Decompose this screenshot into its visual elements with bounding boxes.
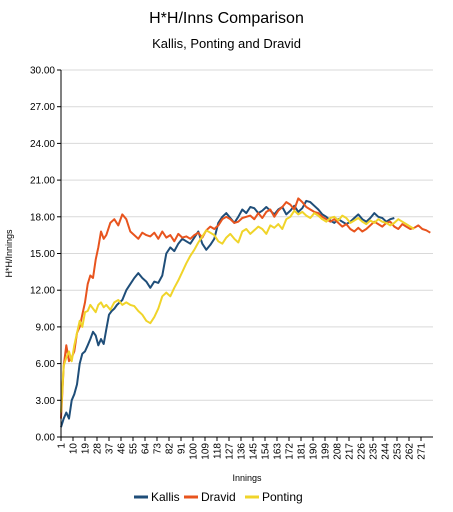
y-axis-ticks: 0.00 3.00 6.00 9.00 12.00 15.00 18.00 21.00 24.0… <box>30 66 61 444</box>
legend-label-dravid: Dravid <box>201 490 236 504</box>
x-tick-label: 55 <box>129 443 140 455</box>
y-tick-label: 9.00 <box>36 322 56 333</box>
x-tick-label: 235 <box>369 443 380 460</box>
x-tick-label: 1 <box>57 443 68 449</box>
legend: Kallis Dravid Ponting <box>134 490 303 504</box>
x-tick-label: 253 <box>393 443 404 460</box>
x-tick-label: 199 <box>321 443 332 460</box>
x-tick-label: 64 <box>141 443 152 455</box>
y-tick-label: 30.00 <box>30 66 55 77</box>
legend-label-ponting: Ponting <box>262 490 303 504</box>
x-axis-ticks: 1 10 19 28 37 46 55 64 73 82 91 100 109 118 127 136 145 1… <box>57 437 428 460</box>
y-tick-label: 24.00 <box>30 139 55 150</box>
chart-title: H*H/Inns Comparison <box>149 10 304 27</box>
x-tick-label: 190 <box>309 443 320 460</box>
x-tick-label: 244 <box>381 443 392 460</box>
x-tick-label: 28 <box>93 443 104 455</box>
chart-subtitle: Kallis, Ponting and Dravid <box>152 36 301 51</box>
x-tick-label: 208 <box>333 443 344 460</box>
series-line-dravid <box>60 197 431 419</box>
y-tick-label: 21.00 <box>30 176 55 187</box>
x-tick-label: 136 <box>237 443 248 460</box>
x-tick-label: 91 <box>177 443 188 455</box>
legend-label-kallis: Kallis <box>151 490 180 504</box>
x-axis-title: Innings <box>232 473 262 483</box>
x-tick-label: 10 <box>69 443 80 455</box>
y-tick-label: 27.00 <box>30 102 55 113</box>
x-tick-label: 172 <box>285 443 296 460</box>
series-lines <box>60 197 431 428</box>
gridlines <box>61 69 433 438</box>
x-tick-label: 154 <box>261 443 272 460</box>
y-tick-label: 3.00 <box>36 396 56 407</box>
x-tick-label: 109 <box>201 443 212 460</box>
y-tick-label: 15.00 <box>30 249 55 260</box>
y-tick-label: 0.00 <box>36 433 56 444</box>
x-tick-label: 37 <box>105 443 116 455</box>
x-tick-label: 163 <box>273 443 284 460</box>
x-tick-label: 82 <box>165 443 176 455</box>
series-line-kallis <box>60 199 395 428</box>
x-tick-label: 100 <box>189 443 200 460</box>
x-tick-label: 118 <box>213 443 224 459</box>
series-line-ponting <box>60 209 415 413</box>
y-tick-label: 18.00 <box>30 212 55 223</box>
x-tick-label: 46 <box>117 443 128 455</box>
x-tick-label: 262 <box>405 443 416 460</box>
y-tick-label: 6.00 <box>36 359 56 370</box>
y-axis-title: H*H/Innings <box>4 229 14 278</box>
x-tick-label: 271 <box>417 443 428 460</box>
y-tick-label: 12.00 <box>30 286 55 297</box>
x-tick-label: 19 <box>81 443 92 455</box>
x-tick-label: 145 <box>249 443 260 460</box>
x-tick-label: 181 <box>297 443 308 460</box>
x-tick-label: 73 <box>153 443 164 455</box>
x-tick-label: 226 <box>357 443 368 460</box>
x-tick-label: 127 <box>225 443 236 460</box>
x-tick-label: 217 <box>345 443 356 460</box>
